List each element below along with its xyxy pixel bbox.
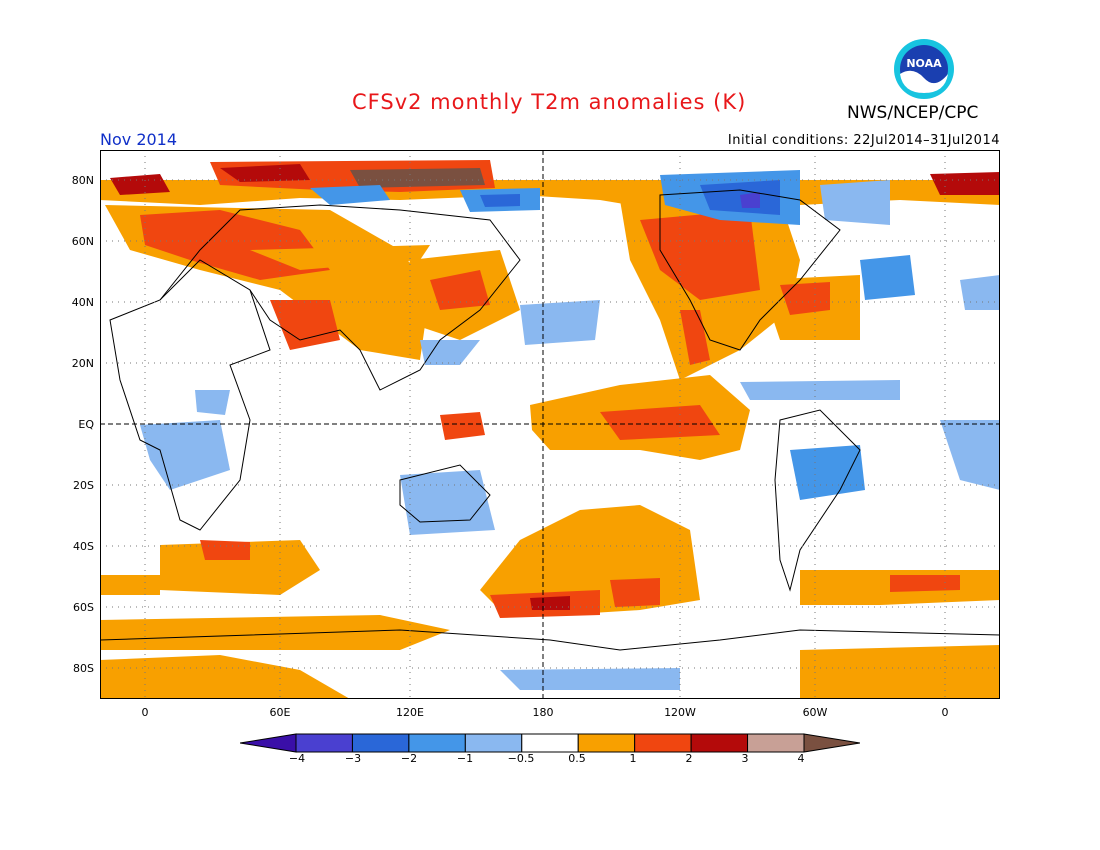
lon-tick: 60W [802,706,828,719]
noaa-logo: NOAA [894,39,954,99]
init-conditions: Initial conditions: 22Jul2014–31Jul2014 [727,133,1000,148]
lon-tick: 0 [141,706,149,719]
colorbar-label: −1 [456,752,474,765]
anomaly-map [100,150,1000,699]
lat-tick: 60N [71,235,94,248]
coastlines [100,189,1000,651]
lat-tick: EQ [78,418,94,431]
colorbar-label: 2 [685,752,693,765]
colorbar-min-arrow [240,733,297,753]
lat-tick: 20S [73,479,94,492]
colorbar-swatch [634,733,692,753]
lat-tick: 80N [71,174,94,187]
lon-tick: 0 [941,706,949,719]
colorbar-swatch [577,733,636,753]
colorbar-swatch [295,733,353,753]
colorbar-max-arrow [803,733,860,753]
lon-tick: 120E [396,706,424,719]
colorbar-label: −3 [344,752,362,765]
lon-tick: 120W [664,706,696,719]
valid-month: Nov 2014 [100,130,178,149]
colorbar-label: 3 [741,752,749,765]
lon-tick: 180 [532,706,554,719]
lat-tick: 80S [73,662,94,675]
colorbar-swatch [408,733,466,753]
chart-title: CFSv2 monthly T2m anomalies (K) [352,90,747,114]
colorbar-label: 4 [797,752,805,765]
anomaly-fields [100,160,1000,699]
lat-tick: 40S [73,540,94,553]
lat-tick: 20N [71,357,94,370]
colorbar-label: −4 [288,752,306,765]
lat-tick: 40N [71,296,94,309]
org-label: NWS/NCEP/CPC [847,103,979,123]
logo-text: NOAA [906,57,942,70]
colorbar-swatch [351,733,410,753]
graticule [100,150,1000,699]
colorbar-swatch [690,733,749,753]
colorbar-swatch [464,733,523,753]
colorbar [240,733,860,753]
colorbar-label: −0.5 [507,752,535,765]
colorbar-label: −2 [400,752,418,765]
colorbar-swatch [747,733,805,753]
lat-tick: 60S [73,601,94,614]
colorbar-label: 0.5 [568,752,586,765]
colorbar-swatch [521,733,579,753]
colorbar-label: 1 [629,752,637,765]
lon-tick: 60E [269,706,291,719]
